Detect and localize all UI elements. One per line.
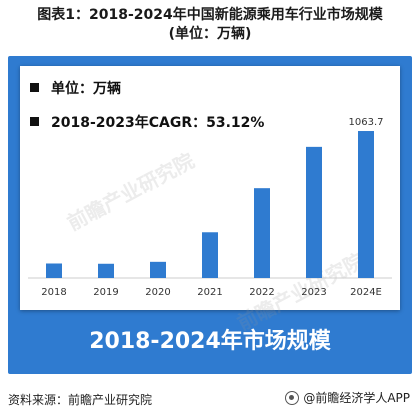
brand-logo-icon xyxy=(285,390,300,405)
bar-2022 xyxy=(254,188,270,278)
unit-note: 单位：万辆 xyxy=(30,78,121,98)
bar-2024E xyxy=(358,131,374,278)
x-tick-label: 2019 xyxy=(93,287,118,298)
chart-panel: 前瞻产业研究院 前瞻产业研究院 单位：万辆 2018-2023年CAGR：53.… xyxy=(20,66,400,335)
x-tick-label: 2024E xyxy=(350,287,382,298)
title-line2: (单位：万辆) xyxy=(168,26,252,42)
footer-source: 资料来源：前瞻产业研究院 xyxy=(8,393,153,407)
chart-title: 图表1：2018-2024年中国新能源乘用车行业市场规模 (单位：万辆) xyxy=(0,6,420,44)
footer-brand-text: @前瞻经济学人APP xyxy=(303,391,410,405)
x-tick-label: 2018 xyxy=(41,287,66,298)
bar-2023 xyxy=(306,146,322,278)
bar-2020 xyxy=(150,261,166,278)
bar-2019 xyxy=(98,263,114,278)
cagr-note: 2018-2023年CAGR：53.12% xyxy=(30,112,264,132)
bar-2021 xyxy=(202,232,218,278)
x-tick-label: 2022 xyxy=(249,287,274,298)
title-line1: 图表1：2018-2024年中国新能源乘用车行业市场规模 xyxy=(37,7,383,23)
bullet-square-icon xyxy=(30,83,39,92)
unit-note-text: 单位：万辆 xyxy=(51,81,121,97)
x-tick-label: 2021 xyxy=(197,287,222,298)
chart-banner: 2018-2024年市场规模 xyxy=(89,329,331,354)
bar-2018 xyxy=(46,263,62,278)
x-tick-label: 2020 xyxy=(145,287,170,298)
data-label: 1063.7 xyxy=(349,117,384,128)
cagr-note-text: 2018-2023年CAGR：53.12% xyxy=(51,115,265,131)
bar-chart: 2018 2019 2020 2021 2022 2023 2024E 1063.7 xyxy=(28,117,392,298)
footer-brand: @前瞻经济学人APP xyxy=(285,389,410,406)
x-tick-label: 2023 xyxy=(301,287,326,298)
bullet-square-icon xyxy=(30,117,39,126)
